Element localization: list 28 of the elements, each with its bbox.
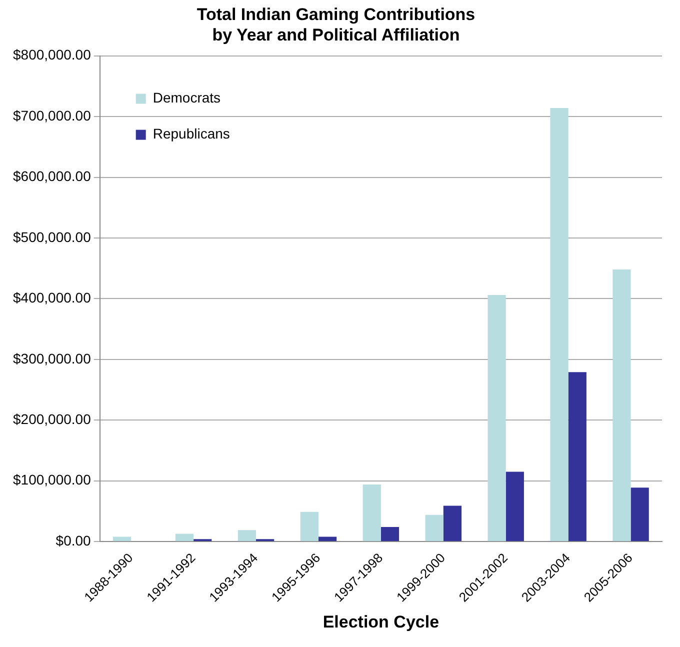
bar [362, 484, 381, 542]
bar [506, 472, 524, 542]
legend-label: Republicans [152, 126, 230, 142]
bar [443, 506, 462, 542]
y-tick-label: $800,000.00 [12, 46, 92, 63]
chart-title: Total Indian Gaming Contributions by Year and Political Affiliation [196, 4, 476, 44]
y-tick-label: $700,000.00 [12, 107, 92, 124]
y-tick-label: $100,000.00 [12, 472, 92, 488]
y-tick-label: $0.00 [56, 532, 92, 548]
y-tick-label: $400,000.00 [12, 290, 92, 306]
y-tick-label: $200,000.00 [12, 411, 92, 428]
bar [630, 488, 649, 542]
bar [425, 514, 444, 542]
bar [175, 534, 194, 542]
bar [612, 270, 631, 542]
bar [568, 372, 586, 542]
bar [300, 512, 318, 542]
bar [318, 536, 337, 542]
y-tick-label: $300,000.00 [12, 350, 92, 366]
bar [112, 536, 132, 542]
legend-label: Democrats [152, 90, 221, 106]
bar [550, 108, 568, 542]
y-tick-label: $500,000.00 [12, 228, 92, 245]
bar [380, 527, 400, 542]
bar [238, 530, 256, 542]
y-tick-label: $600,000.00 [12, 168, 92, 184]
x-axis-title: Election Cycle [322, 612, 440, 632]
bar [488, 295, 506, 542]
